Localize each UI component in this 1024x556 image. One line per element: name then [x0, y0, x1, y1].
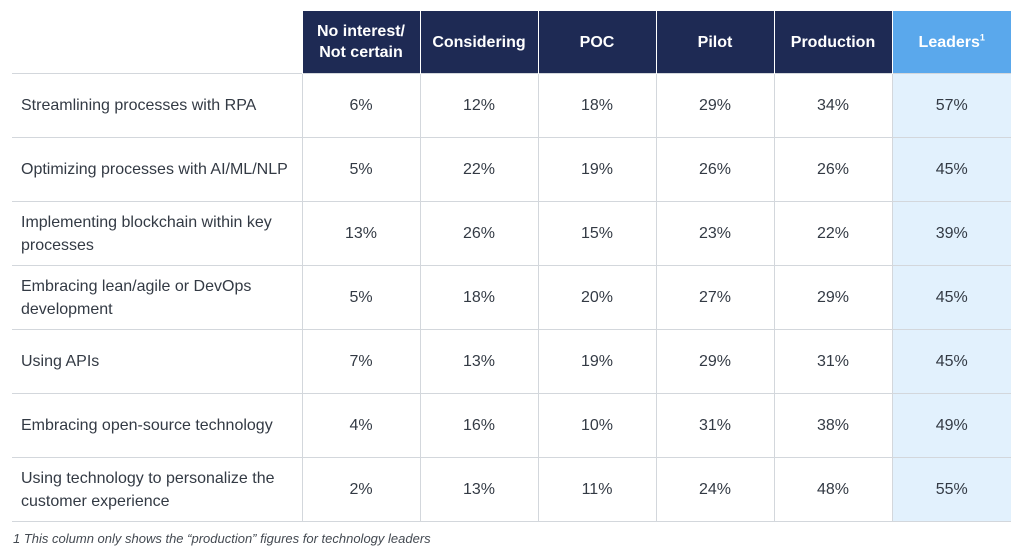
value-cell: 31%	[773, 329, 892, 394]
value-cell: 19%	[537, 329, 656, 394]
adoption-table: No interest/ Not certain Considering POC…	[12, 11, 1011, 522]
table-row: Optimizing processes with AI/ML/NLP 5% 22%…	[12, 137, 1011, 202]
table-row: Streamlining processes with RPA 6% 12% 18% 2…	[12, 73, 1011, 138]
column-header: Production	[773, 11, 892, 74]
value-cell: 19%	[537, 137, 656, 202]
table-row: Implementing blockchain within key proce…	[12, 201, 1011, 266]
value-cell: 24%	[655, 457, 774, 522]
footnote: 1 This column only shows the “production…	[13, 531, 431, 546]
row-label: Embracing lean/agile or DevOps developme…	[12, 265, 302, 330]
value-cell: 18%	[419, 265, 538, 330]
column-header: Considering	[419, 11, 538, 74]
leaders-cell: 45%	[891, 137, 1011, 202]
header-row: No interest/ Not certain Considering POC…	[12, 11, 1011, 74]
column-header: No interest/ Not certain	[301, 11, 420, 74]
table-row: Using technology to personalize the cust…	[12, 457, 1011, 522]
value-cell: 22%	[773, 201, 892, 266]
leaders-cell: 45%	[891, 329, 1011, 394]
row-label: Streamlining processes with RPA	[12, 73, 302, 138]
row-label: Using technology to personalize the cust…	[12, 457, 302, 522]
value-cell: 12%	[419, 73, 538, 138]
value-cell: 18%	[537, 73, 656, 138]
row-label: Embracing open-source technology	[12, 393, 302, 458]
value-cell: 13%	[419, 457, 538, 522]
value-cell: 26%	[655, 137, 774, 202]
value-cell: 5%	[301, 137, 420, 202]
header-corner	[12, 11, 302, 74]
column-header-leaders: Leaders1	[891, 11, 1011, 74]
value-cell: 29%	[655, 329, 774, 394]
value-cell: 31%	[655, 393, 774, 458]
value-cell: 13%	[419, 329, 538, 394]
table-row: Using APIs 7% 13% 19% 29% 31% 45%	[12, 329, 1011, 394]
value-cell: 6%	[301, 73, 420, 138]
value-cell: 5%	[301, 265, 420, 330]
value-cell: 10%	[537, 393, 656, 458]
table-row: Embracing open-source technology 4% 16% 10%…	[12, 393, 1011, 458]
value-cell: 23%	[655, 201, 774, 266]
value-cell: 4%	[301, 393, 420, 458]
value-cell: 15%	[537, 201, 656, 266]
value-cell: 7%	[301, 329, 420, 394]
value-cell: 48%	[773, 457, 892, 522]
leaders-header-text: Leaders	[918, 33, 980, 51]
value-cell: 26%	[419, 201, 538, 266]
row-label: Using APIs	[12, 329, 302, 394]
table-body: Streamlining processes with RPA 6% 12% 18% 2…	[12, 73, 1011, 522]
column-header: Pilot	[655, 11, 774, 74]
value-cell: 22%	[419, 137, 538, 202]
value-cell: 26%	[773, 137, 892, 202]
leaders-cell: 49%	[891, 393, 1011, 458]
value-cell: 20%	[537, 265, 656, 330]
row-label: Implementing blockchain within key proce…	[12, 201, 302, 266]
row-label: Optimizing processes with AI/ML/NLP	[12, 137, 302, 202]
value-cell: 13%	[301, 201, 420, 266]
leaders-cell: 45%	[891, 265, 1011, 330]
value-cell: 29%	[773, 265, 892, 330]
footnote-marker: 1	[979, 32, 985, 43]
value-cell: 2%	[301, 457, 420, 522]
value-cell: 29%	[655, 73, 774, 138]
table-row: Embracing lean/agile or DevOps developme…	[12, 265, 1011, 330]
value-cell: 34%	[773, 73, 892, 138]
value-cell: 27%	[655, 265, 774, 330]
value-cell: 38%	[773, 393, 892, 458]
leaders-cell: 39%	[891, 201, 1011, 266]
leaders-cell: 55%	[891, 457, 1011, 522]
value-cell: 16%	[419, 393, 538, 458]
column-header: POC	[537, 11, 656, 74]
leaders-cell: 57%	[891, 73, 1011, 138]
value-cell: 11%	[537, 457, 656, 522]
